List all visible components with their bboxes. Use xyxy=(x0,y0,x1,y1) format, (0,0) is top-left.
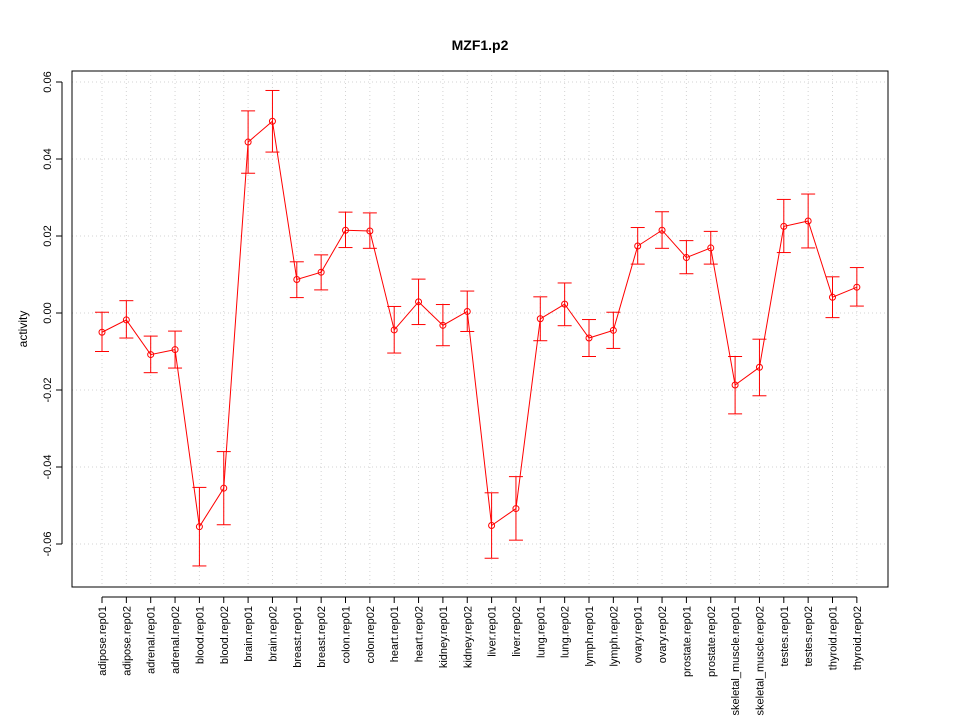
data-point xyxy=(512,505,520,513)
x-axis: adipose.rep01 adipose.rep02 adrenal.rep01 a… xyxy=(97,596,864,715)
data-point xyxy=(804,217,812,225)
x-tick-label: breast.rep02 xyxy=(316,606,328,668)
x-tick-label: brain.rep02 xyxy=(267,606,279,662)
y-axis-label: activity xyxy=(16,311,30,348)
x-tick-label: liver.rep01 xyxy=(487,606,499,657)
x-tick-label: kidney.rep01 xyxy=(438,606,450,668)
data-point xyxy=(147,351,155,359)
x-tick-label: testes.rep01 xyxy=(779,606,791,667)
x-tick-label: ovary.rep02 xyxy=(657,606,669,663)
x-tick-label: thyroid.rep01 xyxy=(828,606,840,670)
data-point xyxy=(439,321,447,329)
x-tick-label: kidney.rep02 xyxy=(462,606,474,668)
x-tick-label: thyroid.rep02 xyxy=(852,606,864,670)
x-tick-label: heart.rep02 xyxy=(414,606,426,662)
data-point xyxy=(342,226,349,234)
data-point xyxy=(731,381,739,389)
data-point xyxy=(122,316,130,324)
series-line xyxy=(101,120,858,529)
data-point xyxy=(682,254,690,262)
x-tick-label: lymph.rep02 xyxy=(608,606,620,667)
x-tick-label: lymph.rep01 xyxy=(584,606,596,667)
data-point xyxy=(755,363,763,371)
y-axis: -0.06 -0.04 -0.02 0.00 0.02 0.04 0.06 xyxy=(42,71,63,557)
x-tick-label: brain.rep01 xyxy=(243,606,255,662)
data-point xyxy=(317,268,325,276)
series-layer xyxy=(95,89,864,567)
y-tick-label: 0.00 xyxy=(42,302,54,323)
data-point xyxy=(829,293,836,301)
data-point xyxy=(268,117,276,125)
x-tick-label: adrenal.rep02 xyxy=(170,606,182,674)
x-tick-label: lung.rep01 xyxy=(535,606,547,658)
x-tick-label: liver.rep02 xyxy=(511,606,523,657)
x-tick-label: adipose.rep02 xyxy=(121,606,133,676)
x-tick-label: colon.rep01 xyxy=(341,606,353,664)
data-point xyxy=(220,484,228,492)
data-point xyxy=(488,522,496,530)
x-tick-label: adrenal.rep01 xyxy=(146,606,158,674)
y-tick-label: -0.04 xyxy=(42,454,54,479)
y-tick-label: 0.02 xyxy=(42,225,54,246)
data-point xyxy=(195,523,203,531)
data-point xyxy=(561,300,569,308)
x-tick-label: blood.rep02 xyxy=(219,606,231,664)
y-tick-label: -0.02 xyxy=(42,377,54,402)
chart-title: MZF1.p2 xyxy=(452,37,509,53)
x-tick-label: adipose.rep01 xyxy=(97,606,109,676)
data-point xyxy=(366,227,374,235)
x-tick-label: lung.rep02 xyxy=(560,606,572,658)
x-tick-label: colon.rep02 xyxy=(365,606,377,664)
x-tick-label: skeletal_muscle.rep02 xyxy=(754,606,766,715)
data-point xyxy=(244,138,252,146)
data-point xyxy=(463,307,471,315)
data-point xyxy=(853,283,861,291)
data-point xyxy=(171,346,179,354)
data-point xyxy=(780,222,788,230)
data-point xyxy=(609,326,617,334)
x-tick-label: prostate.rep01 xyxy=(681,606,693,677)
data-point xyxy=(293,276,301,284)
data-point xyxy=(658,226,666,234)
plot-frame xyxy=(71,70,889,588)
x-tick-label: prostate.rep02 xyxy=(706,606,718,677)
data-point xyxy=(585,334,593,342)
data-point xyxy=(634,242,642,250)
data-point xyxy=(98,328,106,336)
y-tick-label: 0.04 xyxy=(42,148,54,169)
x-tick-label: testes.rep02 xyxy=(803,606,815,667)
grid xyxy=(72,71,888,587)
data-point xyxy=(707,244,715,252)
x-tick-label: breast.rep01 xyxy=(292,606,304,668)
y-tick-label: -0.06 xyxy=(42,531,54,556)
x-tick-label: skeletal_muscle.rep01 xyxy=(730,606,742,715)
x-tick-label: blood.rep01 xyxy=(194,606,206,664)
x-tick-label: ovary.rep01 xyxy=(633,606,645,663)
x-tick-label: heart.rep01 xyxy=(389,606,401,662)
data-point xyxy=(415,298,423,306)
data-point xyxy=(536,315,544,323)
data-point xyxy=(390,326,398,334)
y-tick-label: 0.06 xyxy=(42,71,54,92)
